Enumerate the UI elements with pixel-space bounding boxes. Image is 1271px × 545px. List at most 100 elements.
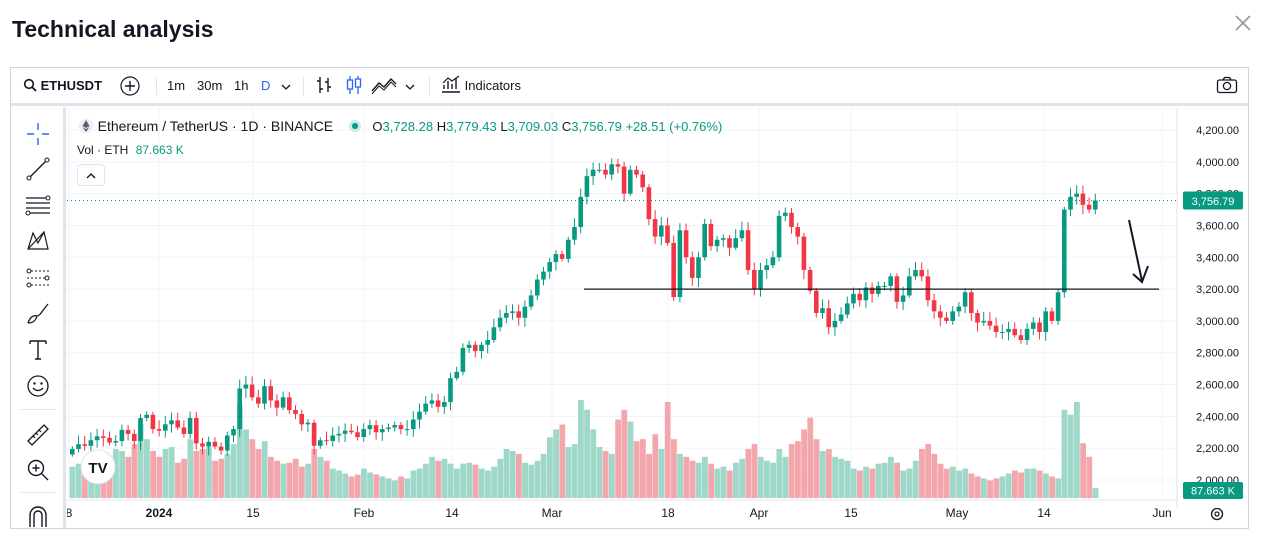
volume-bar: [509, 450, 516, 498]
close-icon[interactable]: [1232, 12, 1254, 34]
volume-bar: [751, 444, 758, 498]
x-tick-label: Feb: [354, 506, 375, 520]
volume-bar: [255, 449, 262, 498]
candle-body: [342, 430, 348, 434]
volume-bar: [292, 458, 299, 498]
volume-bar: [968, 473, 975, 498]
volume-bar: [999, 476, 1006, 498]
candle-body: [795, 227, 800, 237]
symbol-legend: Ethereum / TetherUS · 1D · BINANCE O3,72…: [78, 118, 722, 134]
volume-bar: [522, 462, 528, 498]
volume-bar: [733, 462, 739, 498]
brush-icon[interactable]: [25, 301, 51, 327]
prediction-icon[interactable]: [25, 265, 51, 291]
volume-bar: [615, 419, 621, 498]
volume-bar: [385, 478, 392, 498]
candle-body: [1068, 196, 1073, 210]
volume-bar: [131, 444, 138, 498]
volume-bar: [919, 449, 925, 498]
volume-bar: [398, 476, 404, 498]
candle-body: [1018, 335, 1024, 340]
fib-retracement-icon[interactable]: [25, 193, 51, 219]
candle-body: [1024, 328, 1030, 340]
candle-body: [361, 429, 366, 438]
volume-bar: [491, 466, 497, 498]
volume-bar: [336, 470, 342, 498]
volume-bar: [1012, 470, 1018, 498]
toolbar-divider: [156, 77, 157, 95]
volume-bar: [931, 453, 938, 498]
volume-bar: [534, 460, 541, 498]
y-tick-label: 3,200.00: [1196, 284, 1239, 296]
candle-body: [200, 443, 205, 447]
settings-icon[interactable]: [1210, 507, 1224, 521]
candle-body: [838, 314, 844, 321]
pattern-icon[interactable]: [25, 228, 51, 254]
zoom-in-icon[interactable]: [25, 457, 51, 483]
volume-bar: [981, 478, 987, 498]
volume-bar: [708, 463, 714, 498]
volume-bar: [1074, 401, 1080, 498]
search-icon: [23, 78, 37, 92]
candle-body: [125, 429, 131, 434]
candles-style-button[interactable]: [344, 68, 364, 103]
candle-body: [944, 317, 949, 321]
volume-bar: [249, 439, 256, 498]
candle-body: [504, 312, 509, 318]
volume-bar: [69, 466, 76, 498]
interval-1h[interactable]: 1h: [234, 78, 249, 93]
candle-body: [448, 378, 453, 403]
area-style-button[interactable]: [371, 68, 397, 103]
candle-body: [696, 257, 701, 278]
volume-bar: [261, 441, 268, 498]
ruler-icon[interactable]: [25, 422, 51, 448]
candle-body: [510, 311, 515, 313]
volume-bar: [454, 468, 460, 498]
candle-body: [919, 270, 924, 277]
y-tick-label: 3,600.00: [1196, 220, 1239, 232]
indicators-button[interactable]: Indicators: [441, 68, 521, 103]
interval-1m[interactable]: 1m: [167, 78, 186, 93]
volume-bar: [113, 449, 119, 498]
magnet-icon[interactable]: [25, 503, 51, 529]
volume-bar: [119, 450, 125, 498]
crosshair-icon[interactable]: [25, 121, 51, 147]
trend-line-icon[interactable]: [25, 156, 51, 182]
volume-bar: [1067, 414, 1074, 498]
interval-30m[interactable]: 30m: [197, 78, 223, 93]
candle-body: [1012, 328, 1017, 336]
volume-bar: [745, 449, 752, 498]
bar-style-button[interactable]: [314, 68, 334, 103]
volume-bar: [974, 476, 981, 498]
symbol-search[interactable]: ETHUSDT: [23, 68, 102, 103]
volume-bar: [423, 463, 429, 498]
interval-d[interactable]: D: [261, 78, 271, 93]
candle-body: [628, 169, 633, 194]
candle-body: [336, 433, 342, 436]
volume-bar: [330, 468, 336, 498]
snapshot-button[interactable]: [1216, 68, 1238, 103]
price-chart[interactable]: TV 4,200.004,000.003,800.003,600.003,400…: [67, 108, 1248, 528]
candle-body: [119, 429, 125, 442]
emoji-icon[interactable]: [25, 373, 51, 399]
candle-body: [1037, 322, 1042, 333]
volume-bar: [646, 453, 652, 498]
text-tool-icon[interactable]: [25, 337, 51, 363]
candle-body: [559, 254, 565, 259]
x-tick-label: 2024: [146, 506, 173, 520]
chart-type-dropdown[interactable]: [405, 68, 417, 103]
volume-bar: [596, 447, 603, 498]
legend-collapse-button[interactable]: [77, 164, 105, 186]
area-chart-icon: [371, 77, 397, 95]
volume-bar: [726, 470, 733, 498]
volume-bar: [1055, 478, 1062, 498]
candle-body: [758, 270, 763, 290]
compare-add-button[interactable]: [119, 68, 141, 103]
volume-bar: [1018, 472, 1024, 498]
volume-bar: [571, 444, 578, 498]
interval-dropdown[interactable]: [281, 68, 295, 103]
volume-bar: [664, 401, 671, 498]
volume-bar: [497, 458, 504, 498]
volume-bar: [987, 480, 993, 498]
candle-body: [268, 386, 273, 401]
